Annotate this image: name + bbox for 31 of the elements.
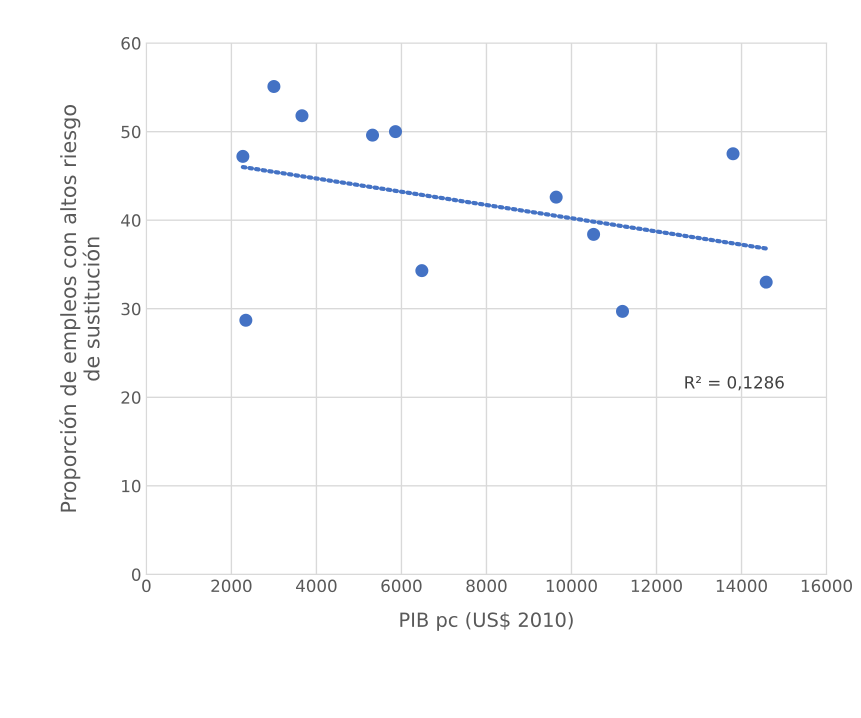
x-tick-label: 2000: [211, 580, 252, 592]
point: [239, 314, 252, 327]
x-tick-label: 4000: [296, 580, 337, 592]
point: [366, 128, 380, 142]
point: [760, 276, 773, 289]
point: [388, 125, 402, 138]
y-tick-label: 40: [121, 214, 140, 227]
point: [550, 190, 563, 204]
x-tick-label: 16000: [802, 580, 852, 592]
y-tick-label: 20: [122, 391, 140, 404]
y-tick-label: 0: [132, 568, 140, 581]
x-axis-title: PIB pc (US$ 2010): [400, 612, 573, 631]
y-tick-label: 30: [122, 302, 140, 316]
x-tick-label: 8000: [466, 580, 507, 592]
x-tick-label: 12000: [632, 580, 682, 592]
annotation: R² = 0,1286: [685, 376, 784, 390]
y-tick-label: 50: [122, 126, 140, 138]
point: [267, 80, 280, 93]
y-axis-title: Proporción de empleos con altos riesgo de sustitución: [59, 105, 100, 512]
point: [616, 304, 630, 318]
point: [236, 150, 250, 163]
point: [415, 264, 428, 278]
point: [587, 228, 600, 241]
x-tick-label: 10000: [546, 580, 597, 592]
y-tick-label: 10: [122, 480, 140, 492]
x-tick-label: 0: [142, 580, 151, 592]
point: [295, 109, 308, 122]
x-tick-label: 6000: [381, 580, 422, 592]
y-tick-label: 60: [121, 37, 140, 50]
x-tick-label: 14000: [716, 580, 767, 592]
point: [726, 147, 740, 160]
